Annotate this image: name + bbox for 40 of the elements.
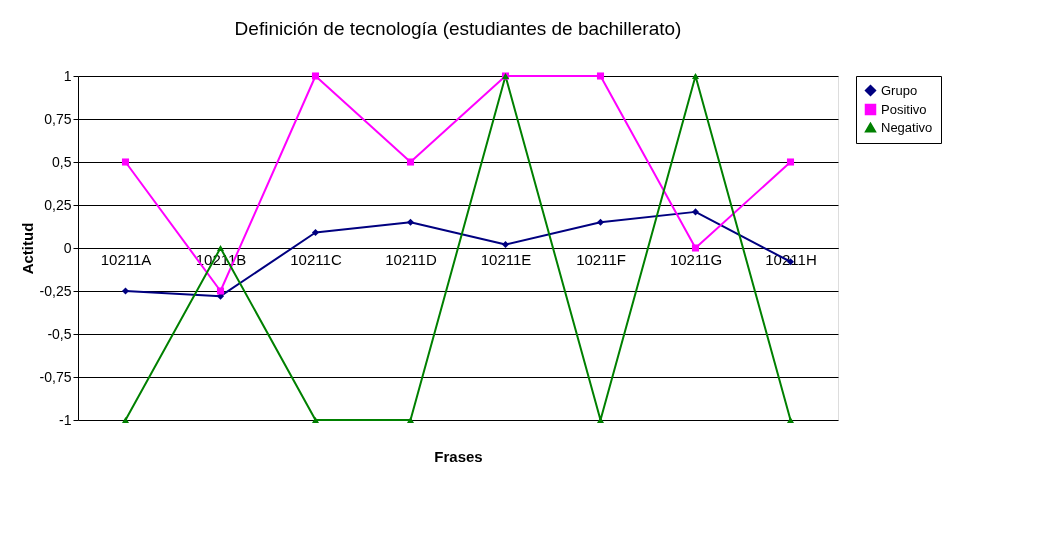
- y-tick-label: 0: [63, 239, 72, 256]
- x-tick-label: 10211E: [480, 250, 532, 268]
- legend-label: Negativo: [881, 119, 933, 135]
- x-tick-label: 10211G: [669, 250, 723, 268]
- point: [121, 158, 130, 166]
- y-tick-label: -1: [59, 411, 72, 428]
- point: [406, 158, 415, 166]
- point: [406, 218, 415, 226]
- y-tick-label: 0,25: [44, 196, 72, 213]
- point: [311, 416, 320, 424]
- point: [406, 416, 415, 424]
- x-tick-label: 10211D: [385, 250, 437, 268]
- y-tick-label: -0,75: [39, 368, 72, 385]
- x-tick-label: 10211F: [576, 250, 626, 268]
- point: [216, 287, 225, 295]
- point: [786, 416, 795, 424]
- x-tick-label: 10211C: [290, 250, 342, 268]
- y-axis-title: Actitud: [18, 222, 36, 275]
- chart-title: Definición de tecnología (estudiantes de bachillerato): [234, 18, 682, 39]
- point: [691, 244, 700, 252]
- x-tick-label: 10211A: [100, 250, 152, 268]
- point: [596, 218, 605, 226]
- y-tick-label: 0,5: [52, 153, 72, 170]
- point: [691, 208, 700, 216]
- point: [121, 416, 130, 424]
- y-tick-label: -0,25: [39, 282, 72, 299]
- point: [691, 72, 700, 80]
- point: [311, 228, 320, 237]
- y-tick-label: 1: [63, 67, 72, 84]
- point: [216, 244, 225, 252]
- x-axis-title: Frases: [434, 447, 483, 465]
- legend-label: Positivo: [881, 101, 927, 117]
- point: [311, 72, 320, 80]
- legend-label: Grupo: [881, 82, 918, 98]
- point: [501, 241, 510, 249]
- y-tick-label: -0,5: [47, 325, 72, 342]
- point: [121, 287, 130, 295]
- point: [596, 72, 605, 80]
- y-tick-label: 0,75: [44, 110, 72, 127]
- point: [786, 158, 795, 166]
